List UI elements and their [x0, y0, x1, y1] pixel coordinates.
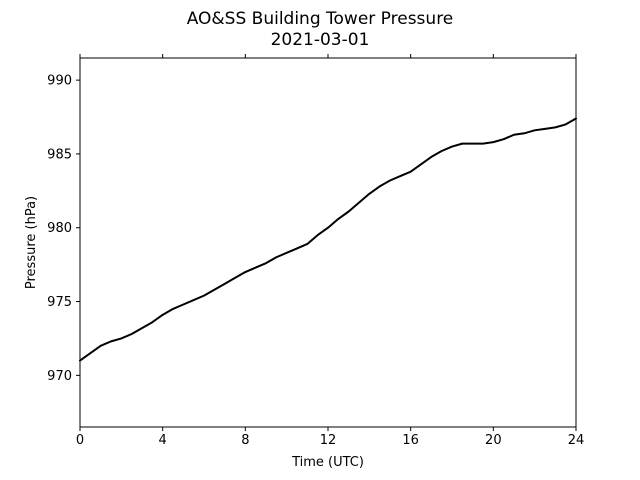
x-tick-label: 0: [76, 433, 84, 448]
y-tick-label: 990: [47, 74, 72, 89]
chart-title: AO&SS Building Tower Pressure: [187, 9, 454, 29]
axes-frame: [79, 57, 577, 428]
x-tick-label: 24: [568, 433, 585, 448]
y-axis-label: Pressure (hPa): [24, 196, 39, 289]
chart-subtitle: 2021-03-01: [271, 30, 370, 50]
x-tick-label: 4: [159, 433, 167, 448]
pressure-series-line: [79, 117, 577, 362]
x-axis-label: Time (UTC): [291, 455, 364, 470]
y-tick-label: 980: [47, 221, 72, 236]
series-layer: [79, 117, 577, 362]
axis-ticks: 0 4 8 12 16 20 24 970 975 980 985 990: [47, 54, 584, 448]
y-tick-label: 985: [47, 147, 72, 162]
y-tick-label: 970: [47, 369, 72, 384]
y-tick-label: 975: [47, 295, 72, 310]
x-tick-label: 8: [241, 433, 249, 448]
x-tick-label: 16: [402, 433, 419, 448]
plot-area: [79, 57, 577, 428]
x-tick-label: 20: [485, 433, 502, 448]
x-tick-label: 12: [320, 433, 337, 448]
